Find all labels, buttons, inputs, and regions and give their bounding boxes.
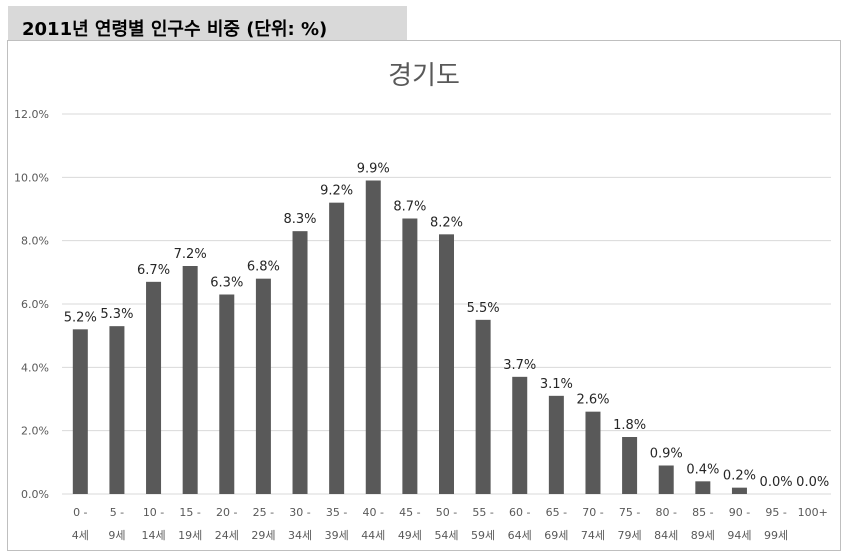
x-tick-label: 14세	[141, 529, 165, 542]
x-tick-label: 75 -	[619, 506, 640, 519]
x-tick-label: 74세	[581, 529, 605, 542]
bar	[512, 376, 528, 494]
x-tick-label: 79세	[618, 529, 642, 542]
data-label: 8.3%	[284, 212, 317, 227]
x-tick-label: 49세	[398, 529, 422, 542]
data-label: 6.3%	[210, 276, 243, 291]
x-tick-label: 100+	[798, 506, 828, 519]
x-tick-label: 0 -	[73, 506, 87, 519]
x-tick-label: 10 -	[143, 506, 164, 519]
x-tick-label: 9세	[108, 529, 125, 542]
data-label: 0.2%	[723, 469, 756, 484]
data-label: 8.7%	[393, 200, 426, 215]
bar	[146, 281, 162, 494]
bar	[72, 329, 88, 494]
x-tick-label: 29세	[251, 529, 275, 542]
x-tick-label: 15 -	[179, 506, 200, 519]
x-tick-label: 94세	[727, 529, 751, 542]
x-tick-label: 50 -	[436, 506, 457, 519]
y-tick-label: 12.0%	[14, 108, 49, 121]
bars	[72, 180, 747, 495]
data-label: 9.2%	[320, 184, 353, 199]
x-tick-label: 99세	[764, 529, 788, 542]
data-label: 8.2%	[430, 215, 463, 230]
y-tick-label: 8.0%	[21, 235, 49, 248]
y-tick-label: 2.0%	[21, 425, 49, 438]
x-tick-label: 85 -	[692, 506, 713, 519]
data-label: 0.4%	[686, 462, 719, 477]
x-tick-label: 64세	[508, 529, 532, 542]
y-tick-label: 10.0%	[14, 171, 49, 184]
chart-frame	[7, 40, 841, 551]
bar	[292, 231, 308, 494]
x-tick-label: 59세	[471, 529, 495, 542]
y-tick-label: 4.0%	[21, 361, 49, 374]
x-tick-label: 30 -	[289, 506, 310, 519]
y-tick-label: 0.0%	[21, 488, 49, 501]
x-tick-label: 44세	[361, 529, 385, 542]
x-tick-label: 5 -	[110, 506, 124, 519]
bar	[585, 411, 601, 494]
x-tick-label: 65 -	[546, 506, 567, 519]
data-label: 7.2%	[174, 247, 207, 262]
data-label: 6.7%	[137, 263, 170, 278]
bar	[109, 326, 125, 494]
x-tick-label: 70 -	[582, 506, 603, 519]
x-tick-label: 4세	[72, 529, 89, 542]
x-tick-label: 60 -	[509, 506, 530, 519]
bar	[731, 487, 747, 494]
data-label: 5.2%	[64, 310, 97, 325]
bar	[622, 437, 638, 494]
bar	[695, 481, 711, 494]
x-tick-label: 84세	[654, 529, 678, 542]
x-tick-label: 34세	[288, 529, 312, 542]
x-tick-label: 24세	[215, 529, 239, 542]
bar	[329, 202, 345, 494]
y-tick-label: 6.0%	[21, 298, 49, 311]
x-tick-label: 35 -	[326, 506, 347, 519]
x-tick-label: 69세	[544, 529, 568, 542]
bar	[658, 465, 674, 494]
data-label: 5.5%	[467, 301, 500, 316]
y-axis-tick-labels: 0.0% 2.0% 4.0% 6.0% 8.0% 10.0% 12.0%	[14, 108, 49, 501]
header-banner: 2011년 연령별 인구수 비중 (단위: %)	[8, 6, 407, 40]
x-tick-label: 95 -	[765, 506, 786, 519]
x-tick-label: 25 -	[253, 506, 274, 519]
x-tick-label: 40 -	[363, 506, 384, 519]
x-axis-tick-labels: 0 - 4세 5 - 9세 10 - 14세 15 - 19세 20 - 24세 25 - 29세 30…	[72, 506, 828, 542]
x-tick-label: 54세	[434, 529, 458, 542]
data-label: 0.0%	[760, 475, 793, 490]
x-tick-label: 89세	[691, 529, 715, 542]
x-tick-label: 90 -	[729, 506, 750, 519]
bar	[182, 266, 198, 494]
data-label: 0.0%	[796, 475, 829, 490]
chart-title: 경기도	[388, 61, 460, 91]
bar	[365, 180, 381, 494]
data-label: 6.8%	[247, 260, 280, 275]
x-tick-label: 80 -	[655, 506, 676, 519]
bar	[475, 319, 491, 494]
bar	[402, 218, 418, 494]
data-label: 5.3%	[100, 307, 133, 322]
data-label: 3.1%	[540, 377, 573, 392]
bar	[255, 278, 271, 494]
data-label: 2.6%	[576, 393, 609, 408]
bar	[219, 294, 235, 494]
data-label: 1.8%	[613, 418, 646, 433]
data-label: 9.9%	[357, 162, 390, 177]
bar	[439, 234, 454, 495]
data-label: 3.7%	[503, 358, 536, 373]
x-tick-label: 19세	[178, 529, 202, 542]
page-title: 2011년 연령별 인구수 비중 (단위: %)	[22, 19, 328, 40]
x-tick-label: 45 -	[399, 506, 420, 519]
data-labels: 5.2% 5.3% 6.7% 7.2%6.3% 6.8% 8.3%9.2% 9.9% 8.7%…	[64, 162, 829, 491]
data-label: 0.9%	[650, 447, 683, 462]
x-tick-label: 20 -	[216, 506, 237, 519]
bar	[548, 395, 564, 494]
x-tick-label: 39세	[325, 529, 349, 542]
x-tick-label: 55 -	[472, 506, 493, 519]
